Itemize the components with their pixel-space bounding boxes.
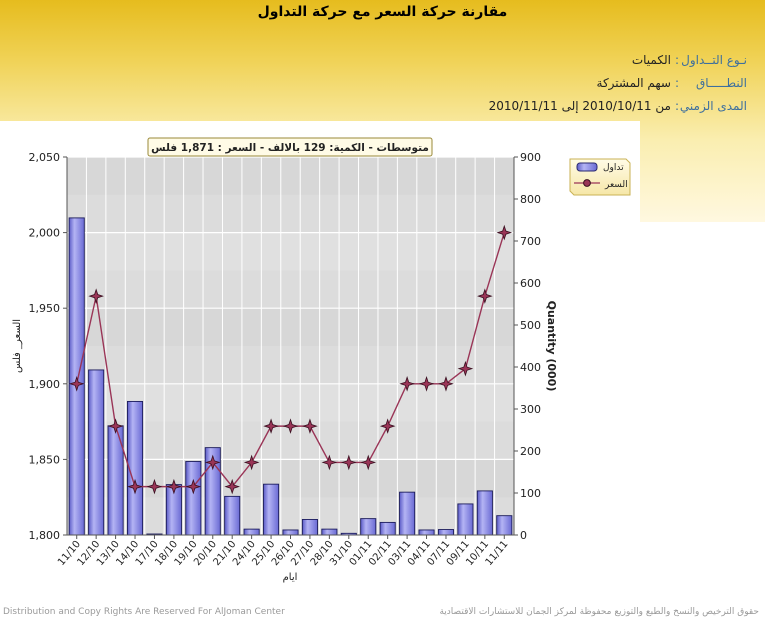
trade-type-label: نـوع التــداول bbox=[681, 53, 747, 67]
price-marker-24/10 bbox=[243, 454, 260, 471]
price-marker-21/10 bbox=[224, 478, 240, 495]
right-tick-label: 100 bbox=[520, 487, 541, 500]
right-tick-label: 900 bbox=[520, 151, 541, 164]
volume-bar-25/10 bbox=[263, 483, 280, 536]
price-marker-13/10 bbox=[107, 418, 124, 434]
volume-bar-21/10 bbox=[224, 495, 241, 536]
left-tick-label: 1,900 bbox=[29, 378, 61, 391]
right-tick-label: 200 bbox=[520, 445, 541, 458]
price-marker-11/10 bbox=[68, 376, 85, 392]
plot-band bbox=[67, 157, 514, 195]
chart-title: متوسطات - الكمية: 129 بالالف - السعر : 1… bbox=[151, 142, 429, 154]
volume-bar-01/11 bbox=[360, 518, 377, 536]
price-marker-10/11 bbox=[477, 288, 493, 304]
volume-bar-04/11 bbox=[418, 529, 435, 536]
scope-row: النطـــــاق:سهم المشتركة bbox=[597, 76, 747, 90]
price-marker-20/10 bbox=[204, 454, 221, 471]
price-marker-07/11 bbox=[438, 376, 454, 392]
plot-band bbox=[67, 232, 514, 271]
price-marker-12/10 bbox=[88, 288, 104, 304]
range-value: من 2010/10/11 إلى 2010/11/11 bbox=[488, 99, 671, 113]
chart-title-box bbox=[147, 137, 433, 157]
right-tick-label: 300 bbox=[520, 403, 541, 416]
price-marker-14/10 bbox=[127, 478, 143, 495]
volume-bar-24/10 bbox=[243, 528, 260, 536]
plot-band bbox=[67, 308, 514, 346]
left-tick-label: 1,800 bbox=[29, 529, 61, 542]
volume-bar-02/11 bbox=[379, 521, 396, 536]
footer-copyright-ar: حقوق الترخيص والنسخ والطبع والتوزيع محفو… bbox=[439, 607, 759, 617]
right-tick-label: 400 bbox=[520, 361, 541, 374]
price-marker-03/11 bbox=[399, 376, 415, 392]
price-marker-25/10 bbox=[263, 418, 279, 434]
volume-bar-03/11 bbox=[399, 491, 416, 536]
left-axis-ticks: 1,800 1,850 1,900 1,950 2,000 2,050 bbox=[29, 151, 67, 542]
right-axis-label: Quantity (000) bbox=[545, 301, 558, 392]
volume-bar-10/11 bbox=[476, 490, 493, 536]
price-marker-18/10 bbox=[166, 478, 182, 495]
scope-value: سهم المشتركة bbox=[596, 76, 671, 90]
price-marker-09/11 bbox=[457, 360, 474, 377]
footer-copyright-en: Distribution and Copy Rights Are Reserve… bbox=[3, 607, 285, 617]
price-line bbox=[68, 224, 513, 495]
range-row: المدى الزمني:من 2010/10/11 إلى 2010/11/1… bbox=[489, 99, 747, 113]
trade-type-row: نـوع التــداول:الكميات bbox=[632, 53, 747, 67]
price-marker-27/10 bbox=[302, 418, 318, 434]
legend-marker-swatch bbox=[583, 179, 591, 187]
legend: تداول السعر bbox=[569, 158, 631, 196]
price-marker-19/10 bbox=[185, 478, 202, 495]
separator: : bbox=[674, 99, 679, 113]
left-tick-label: 1,950 bbox=[29, 302, 61, 315]
legend-label-volume: تداول bbox=[603, 163, 624, 173]
volume-bar-12/10 bbox=[88, 369, 105, 536]
volume-bar-26/10 bbox=[282, 529, 299, 536]
price-marker-28/10 bbox=[321, 454, 338, 471]
range-label: المدى الزمني bbox=[679, 99, 747, 113]
right-tick-label: 500 bbox=[520, 319, 541, 332]
price-marker-02/11 bbox=[379, 418, 396, 434]
legend-bar-swatch bbox=[576, 162, 598, 172]
separator: : bbox=[674, 53, 679, 67]
left-tick-label: 2,000 bbox=[29, 227, 61, 240]
price-marker-11/11 bbox=[496, 224, 513, 241]
price-marker-17/10 bbox=[146, 478, 163, 495]
right-tick-label: 0 bbox=[520, 529, 527, 542]
price-marker-04/11 bbox=[418, 376, 435, 392]
legend-label-price: السعر bbox=[604, 180, 628, 190]
right-tick-label: 600 bbox=[520, 277, 541, 290]
volume-bar-28/10 bbox=[321, 528, 338, 536]
left-tick-label: 1,850 bbox=[29, 453, 61, 466]
volume-bar-27/10 bbox=[301, 519, 318, 536]
volume-bar-09/11 bbox=[457, 503, 474, 536]
right-tick-label: 800 bbox=[520, 193, 541, 206]
page-title: مقارنة حركة السعر مع حركة التداول bbox=[257, 4, 508, 20]
scope-label: النطـــــاق bbox=[696, 76, 747, 90]
separator: : bbox=[674, 76, 679, 90]
left-axis-label: السعر_ فلس bbox=[12, 319, 23, 373]
right-tick-label: 700 bbox=[520, 235, 541, 248]
volume-bar-11/11 bbox=[496, 515, 513, 536]
price-marker-26/10 bbox=[282, 418, 299, 434]
x-axis-ticks: 11/1012/1013/1014/1017/1018/1019/1020/10… bbox=[56, 535, 511, 568]
x-axis-label: ايام bbox=[283, 572, 298, 583]
price-marker-01/11 bbox=[360, 454, 377, 471]
volume-bar-19/10 bbox=[185, 461, 202, 536]
volume-bar-07/11 bbox=[437, 529, 455, 536]
left-tick-label: 2,050 bbox=[29, 151, 61, 164]
price-marker-31/10 bbox=[341, 454, 357, 471]
trade-type-value: الكميات bbox=[631, 53, 671, 67]
right-axis-ticks: 0 100 200 300 400 500 600 700 800 900 bbox=[514, 151, 541, 542]
